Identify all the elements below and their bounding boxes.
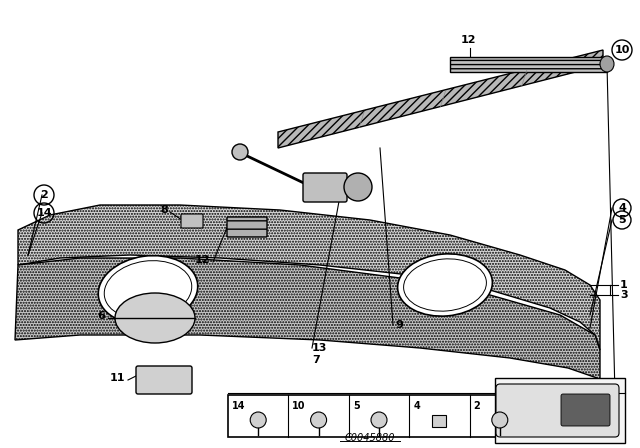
Text: 5: 5	[353, 401, 360, 411]
Text: 13: 13	[312, 343, 328, 353]
Text: C0045880: C0045880	[345, 433, 396, 443]
Text: 12: 12	[460, 35, 476, 45]
FancyBboxPatch shape	[181, 214, 203, 228]
Text: 9: 9	[395, 320, 403, 330]
Circle shape	[310, 412, 326, 428]
FancyBboxPatch shape	[496, 384, 619, 437]
Text: 4: 4	[618, 203, 626, 213]
Ellipse shape	[115, 293, 195, 343]
Ellipse shape	[397, 254, 492, 316]
Circle shape	[492, 412, 508, 428]
Text: 14: 14	[232, 401, 246, 411]
Text: 5: 5	[618, 215, 626, 225]
Text: 2: 2	[40, 190, 48, 200]
Polygon shape	[15, 258, 600, 390]
Circle shape	[344, 173, 372, 201]
Text: 12: 12	[195, 255, 210, 265]
Ellipse shape	[99, 256, 198, 324]
Text: 3: 3	[620, 290, 628, 300]
Text: 10: 10	[614, 45, 630, 55]
Text: 2: 2	[474, 401, 481, 411]
Bar	[433, 415, 447, 427]
Circle shape	[371, 412, 387, 428]
Text: 7: 7	[312, 355, 320, 365]
FancyBboxPatch shape	[561, 394, 610, 426]
Text: 14: 14	[36, 208, 52, 218]
Text: 4: 4	[413, 401, 420, 411]
Bar	[228, 395, 530, 437]
Text: 10: 10	[292, 401, 306, 411]
Bar	[495, 378, 625, 443]
Circle shape	[232, 144, 248, 160]
FancyBboxPatch shape	[303, 173, 347, 202]
FancyBboxPatch shape	[227, 217, 267, 237]
Polygon shape	[278, 50, 603, 148]
Text: 6: 6	[97, 311, 105, 321]
Text: 8: 8	[160, 205, 168, 215]
FancyBboxPatch shape	[136, 366, 192, 394]
Polygon shape	[18, 205, 600, 350]
Ellipse shape	[600, 56, 614, 72]
Text: 1: 1	[620, 280, 628, 290]
Circle shape	[250, 412, 266, 428]
Text: 11: 11	[109, 373, 125, 383]
Polygon shape	[450, 57, 607, 72]
